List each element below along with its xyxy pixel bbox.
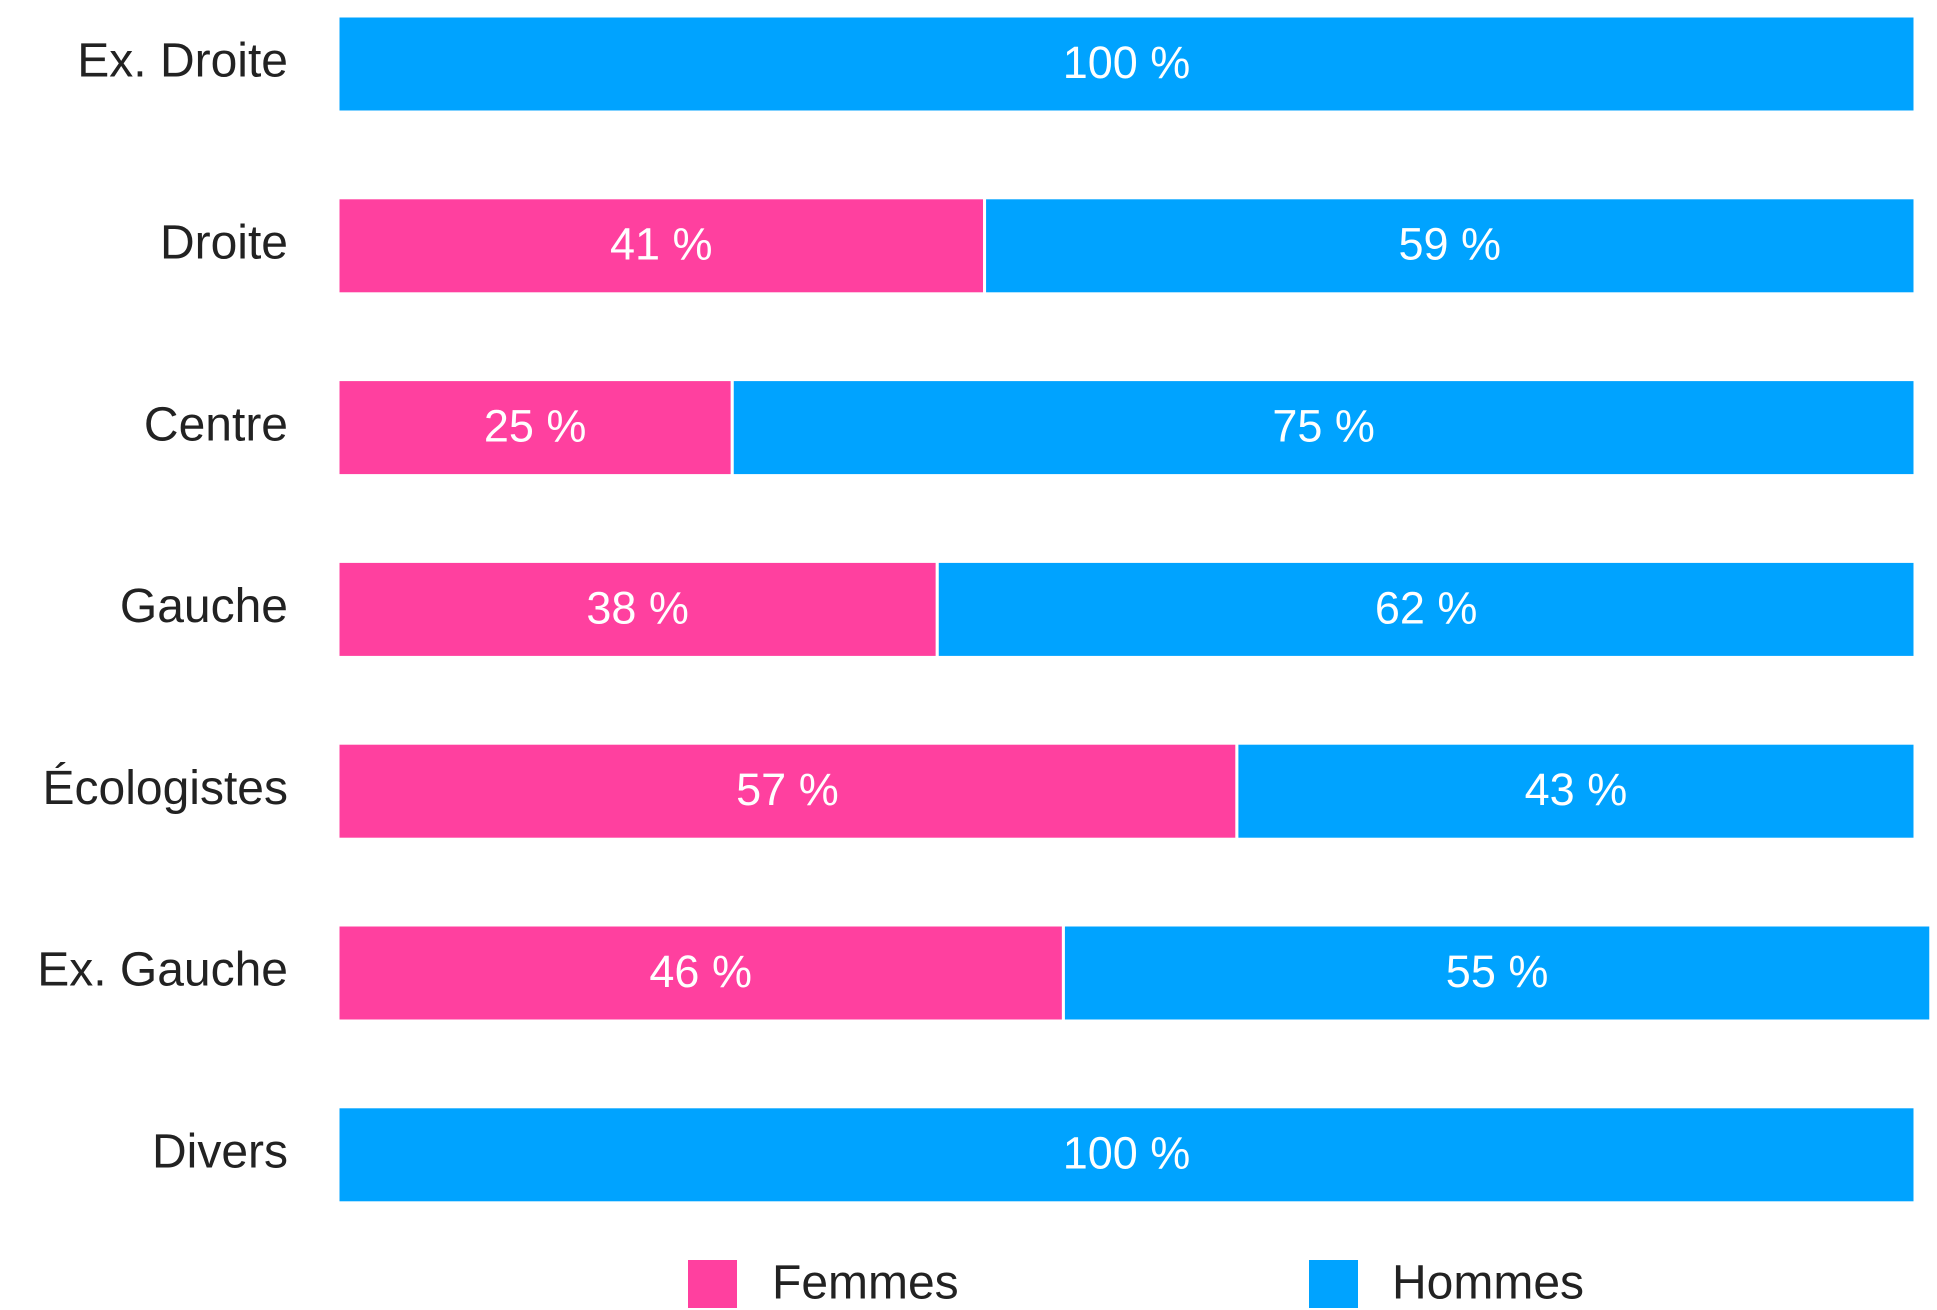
category-label: Divers (152, 1125, 288, 1178)
legend-label: Femmes (772, 1257, 959, 1310)
legend-swatch (688, 1260, 737, 1308)
value-label: 25 % (484, 400, 587, 451)
bar-segment (336, 923, 1065, 1023)
value-label: 43 % (1525, 764, 1628, 815)
value-label: 59 % (1398, 219, 1501, 270)
category-label: Écologistes (43, 762, 288, 815)
bar-segment (336, 559, 939, 659)
value-label: 41 % (610, 219, 713, 270)
category-label: Droite (160, 216, 288, 269)
value-label: 62 % (1375, 582, 1478, 633)
bar-segment (336, 196, 987, 296)
bar-segment (935, 559, 1917, 659)
value-label: 57 % (736, 764, 839, 815)
value-label: 100 % (1063, 1128, 1191, 1179)
bar-segment (336, 741, 1239, 841)
legend-label: Hommes (1392, 1257, 1584, 1310)
legend-swatch (1309, 1260, 1358, 1308)
bar-segment (336, 1105, 1917, 1205)
value-label: 55 % (1446, 946, 1549, 997)
category-label: Centre (144, 398, 288, 451)
bar-segment (1235, 741, 1917, 841)
bar-segment (730, 378, 1917, 478)
value-label: 46 % (649, 946, 752, 997)
bar-segment (983, 196, 1917, 296)
bar-segment (1061, 923, 1933, 1023)
value-label: 75 % (1272, 400, 1375, 451)
value-label: 100 % (1063, 37, 1191, 88)
category-label: Ex. Gauche (37, 944, 288, 997)
category-label: Gauche (120, 580, 288, 633)
bar-segment (336, 14, 1917, 114)
category-label: Ex. Droite (77, 35, 288, 88)
value-label: 38 % (586, 582, 689, 633)
